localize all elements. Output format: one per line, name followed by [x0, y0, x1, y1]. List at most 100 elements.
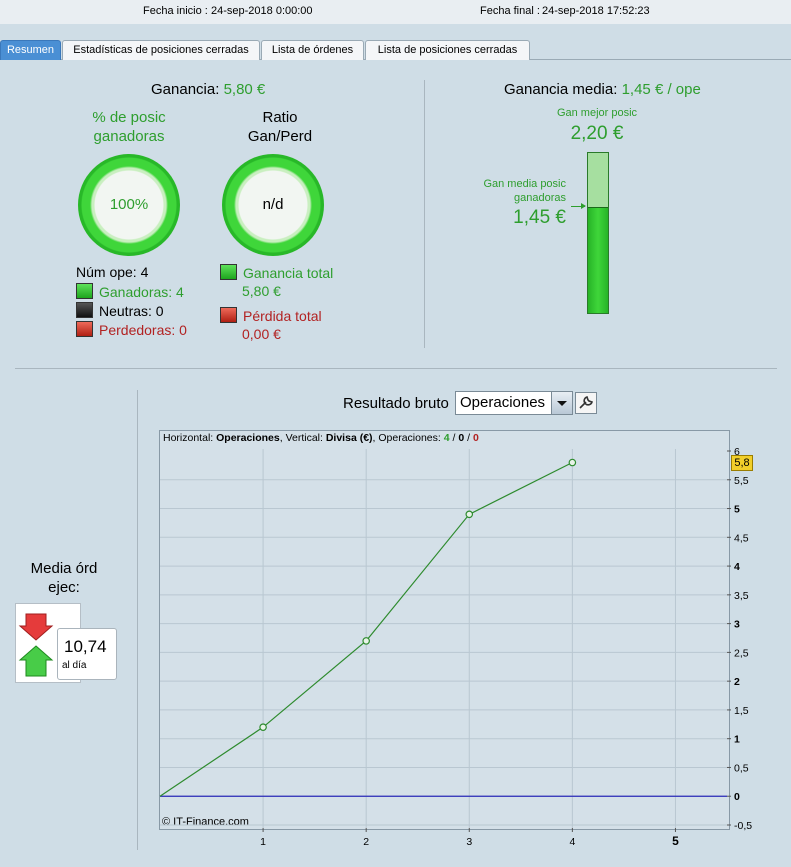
avg-gain-bar-fill: [588, 206, 608, 313]
avg-win-value: 1,45 €: [513, 207, 566, 228]
y-tick-label: 0,5: [734, 762, 749, 774]
y-tick-label: 5: [734, 504, 740, 516]
chart-info-ops-win: 4: [443, 432, 450, 444]
neutral-item: Neutras: 0: [76, 302, 164, 319]
tab-closed-position-stats[interactable]: Estadísticas de posiciones cerradas: [62, 40, 260, 60]
gain-line: Ganancia: 5,80 €: [151, 81, 265, 98]
avg-gain-value: 1,45 € / ope: [621, 81, 701, 98]
avg-gain-line: Ganancia media: 1,45 € / ope: [504, 81, 701, 98]
x-tick-label: 4: [569, 836, 575, 848]
chart-mode-select[interactable]: Operaciones: [455, 391, 573, 415]
green-square-icon: [220, 264, 237, 280]
y-tick-label: 0: [734, 791, 740, 803]
chart-info-h-value: Operaciones: [216, 432, 280, 444]
losers-item: Perdedoras: 0: [76, 321, 187, 338]
arrow-right-icon: [581, 203, 586, 209]
arrow-line: [571, 206, 585, 207]
avg-gain-bar: [587, 152, 609, 314]
y-tick-label: -0,5: [734, 820, 752, 832]
neutral-label: Neutras: 0: [99, 303, 164, 319]
y-tick-label: 5,5: [734, 475, 749, 487]
chart-info-ops-neutral: 0: [458, 432, 465, 444]
chart-mode-value: Operaciones: [460, 394, 546, 411]
data-point: [568, 458, 577, 467]
chart-info-sep: /: [449, 432, 459, 444]
red-square-icon: [220, 307, 237, 323]
losers-label: Perdedoras: 0: [99, 322, 187, 338]
win-pct-gauge: 100%: [78, 154, 180, 256]
tab-closed-position-list[interactable]: Lista de posiciones cerradas: [365, 40, 530, 60]
header-bar: [0, 0, 791, 24]
orders-value: 10,74: [64, 637, 107, 656]
data-point: [465, 510, 474, 519]
orders-value-box: 10,74 al día: [57, 628, 117, 680]
avg-win-label-line2: ganadoras: [514, 192, 566, 204]
y-tick-label: 1,5: [734, 705, 749, 717]
win-pct-title-line1: % de posic: [92, 109, 166, 126]
end-date-label: Fecha final :: [480, 5, 540, 17]
start-date-label: Fecha inicio :: [143, 5, 208, 17]
black-square-icon: [76, 302, 93, 318]
chart-settings-button[interactable]: [575, 392, 597, 414]
chevron-down-icon[interactable]: [551, 392, 572, 414]
chart-area: [159, 430, 730, 830]
y-tick-label: 2,5: [734, 647, 749, 659]
chart-info-ops-loss: 0: [472, 432, 479, 444]
num-operations: Núm ope: 4: [76, 264, 149, 280]
ratio-title-line1: Ratio: [262, 109, 298, 126]
ratio-value: n/d: [262, 196, 284, 213]
x-tick-label: 5: [672, 834, 679, 848]
total-loss-label: Pérdida total: [243, 308, 322, 324]
tab-bar: Resumen Estadísticas de posiciones cerra…: [0, 40, 791, 60]
ratio-gauge: n/d: [222, 154, 324, 256]
best-position-label: Gan mejor posic: [556, 107, 638, 119]
red-square-icon: [76, 321, 93, 337]
end-date-value: 24-sep-2018 17:52:23: [542, 5, 650, 17]
chart-info-v-label: , Vertical:: [279, 432, 326, 444]
last-value-badge: 5,8: [731, 454, 753, 471]
data-point: [362, 637, 370, 645]
y-tick-label: 1: [734, 734, 740, 746]
tab-order-list[interactable]: Lista de órdenes: [261, 40, 364, 60]
data-point: [259, 723, 267, 731]
avg-win-label: Gan media posic ganadoras: [466, 177, 566, 205]
avg-gain-label: Ganancia media:: [504, 81, 618, 98]
orders-unit: al día: [62, 660, 87, 671]
total-loss-item: Pérdida total: [220, 307, 322, 324]
best-position-value: 2,20 €: [570, 123, 624, 144]
y-tick-label: 4,5: [734, 532, 749, 544]
x-tick-label: 3: [466, 836, 472, 848]
total-loss-value: 0,00 €: [242, 326, 281, 342]
orders-avg-title-line1: Media órd: [30, 560, 98, 577]
y-tick-label: 3,5: [734, 590, 749, 602]
start-date-value: 24-sep-2018 0:00:00: [211, 5, 313, 17]
tab-summary[interactable]: Resumen: [0, 40, 61, 60]
y-tick-label: 2: [734, 676, 740, 688]
gain-label: Ganancia:: [151, 81, 220, 98]
chart-info-h-label: Horizontal:: [163, 432, 217, 444]
chart-info-ops-label: , Operaciones:: [372, 432, 444, 444]
winners-item: Ganadoras: 4: [76, 283, 184, 300]
horizontal-divider: [15, 368, 777, 369]
vertical-divider-lower: [137, 390, 138, 850]
x-tick-label: 1: [260, 836, 266, 848]
chart-title: Resultado bruto: [343, 395, 449, 412]
green-square-icon: [76, 283, 93, 299]
x-tick-label: 2: [363, 836, 369, 848]
win-pct-title-line2: ganadoras: [93, 128, 165, 145]
winners-label: Ganadoras: 4: [99, 284, 184, 300]
chart-info-line: Horizontal: Operaciones, Vertical: Divis…: [163, 432, 479, 444]
y-tick-label: 6: [734, 446, 740, 458]
avg-win-label-line1: Gan media posic: [483, 178, 566, 190]
win-pct-value: 100%: [109, 196, 149, 213]
total-gain-item: Ganancia total: [220, 264, 333, 281]
ratio-title: Ratio Gan/Perd: [220, 108, 340, 146]
vertical-divider: [424, 80, 425, 348]
chart-info-sep: /: [464, 432, 473, 444]
y-tick-label: 4: [734, 561, 740, 573]
ratio-title-line2: Gan/Perd: [247, 128, 313, 145]
chart-info-v-value: Divisa (€): [325, 432, 373, 444]
orders-avg-title: Media órd ejec:: [14, 559, 114, 597]
total-gain-value: 5,80 €: [242, 283, 281, 299]
